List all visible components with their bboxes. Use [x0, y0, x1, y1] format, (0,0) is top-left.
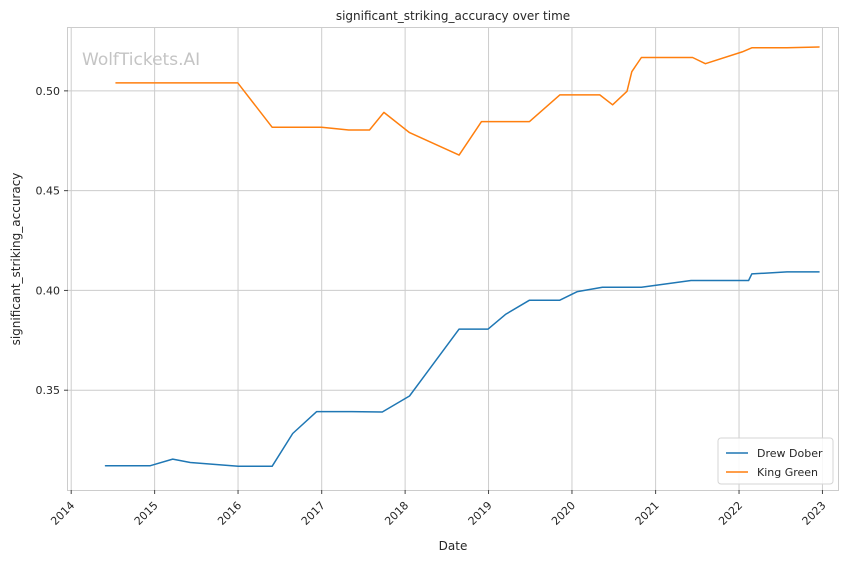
- watermark: WolfTickets.AI: [82, 50, 200, 70]
- y-axis-ticks: 0.35 0.40 0.45 0.50: [36, 85, 68, 397]
- grid-lines: [68, 28, 838, 490]
- y-tick-label-0: 0.35: [36, 384, 61, 397]
- y-axis-label: significant_striking_accuracy: [9, 173, 23, 346]
- chart-title: significant_striking_accuracy over time: [336, 9, 570, 23]
- series-layer: [104, 46, 820, 468]
- x-axis-label: Date: [439, 539, 468, 553]
- series-line-king-green: [115, 46, 820, 156]
- y-tick-label-1: 0.40: [36, 284, 61, 297]
- legend-label-drew-dober: Drew Dober: [757, 447, 823, 460]
- series-line-drew-dober: [104, 271, 820, 468]
- y-tick-label-2: 0.45: [36, 185, 61, 198]
- legend-label-king-green: King Green: [757, 466, 818, 479]
- y-tick-label-3: 0.50: [36, 85, 61, 98]
- plot-frame: [67, 27, 839, 491]
- legend: Drew Dober King Green: [717, 437, 834, 485]
